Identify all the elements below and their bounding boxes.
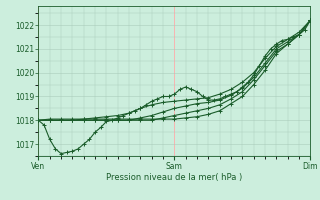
X-axis label: Pression niveau de la mer( hPa ): Pression niveau de la mer( hPa ) xyxy=(106,173,243,182)
